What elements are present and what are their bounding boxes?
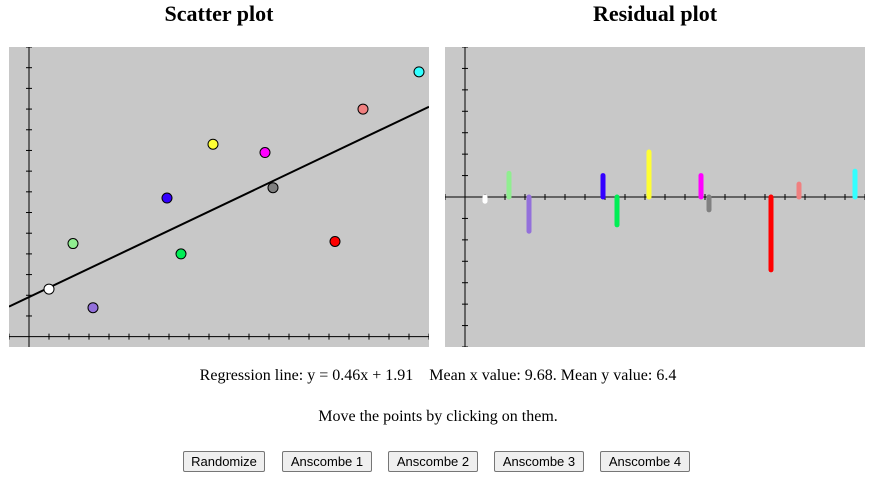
- anscombe-1-button[interactable]: Anscombe 1: [282, 451, 372, 472]
- stats-line: Regression line: y = 0.46x + 1.91 Mean x…: [0, 366, 876, 386]
- data-point[interactable]: [267, 182, 279, 194]
- instruction-text: Move the points by clicking on them.: [318, 408, 558, 425]
- anscombe-4-button[interactable]: Anscombe 4: [600, 451, 690, 472]
- button-bar: Randomize Anscombe 1 Anscombe 2 Anscombe…: [0, 451, 876, 473]
- anscombe-3-button[interactable]: Anscombe 3: [494, 451, 584, 472]
- data-point[interactable]: [43, 283, 55, 295]
- data-point[interactable]: [67, 238, 79, 250]
- data-point[interactable]: [161, 192, 173, 204]
- data-point[interactable]: [259, 147, 271, 159]
- regression-line: [9, 105, 429, 308]
- data-point[interactable]: [329, 235, 341, 247]
- data-point[interactable]: [413, 66, 425, 78]
- data-point[interactable]: [87, 302, 99, 314]
- scatter-plot-title: Scatter plot: [164, 1, 274, 26]
- data-point[interactable]: [207, 138, 219, 150]
- randomize-button[interactable]: Randomize: [183, 451, 265, 472]
- mean-values: Mean x value: 9.68. Mean y value: 6.4: [429, 367, 677, 384]
- scatter-plot[interactable]: [9, 47, 429, 347]
- regression-equation: Regression line: y = 0.46x + 1.91: [199, 367, 414, 384]
- residual-plot: [445, 47, 865, 347]
- residual-plot-title: Residual plot: [592, 1, 718, 26]
- data-point[interactable]: [175, 248, 187, 260]
- anscombe-2-button[interactable]: Anscombe 2: [388, 451, 478, 472]
- data-point[interactable]: [357, 103, 369, 115]
